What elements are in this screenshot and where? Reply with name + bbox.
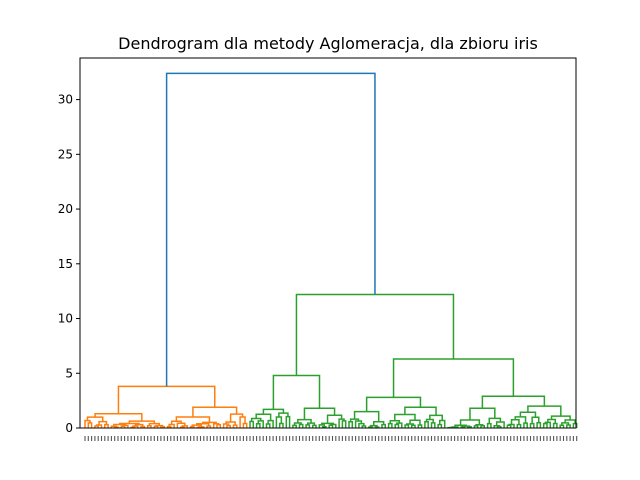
cluster-2b-link — [392, 358, 515, 398]
y-tick-label: 25 — [58, 147, 73, 161]
dendrogram-link — [430, 422, 436, 428]
dendrogram-link — [365, 396, 422, 412]
dendrogram-link — [394, 423, 400, 428]
dendrogram-link — [424, 420, 429, 428]
dendrogram-link — [348, 420, 354, 428]
chart-title: Dendrogram dla metody Aglomeracja, dla z… — [118, 34, 538, 53]
dendrogram-link — [552, 422, 558, 428]
dendrogram-link — [275, 416, 283, 428]
dendrogram-link — [462, 425, 471, 427]
y-tick-label: 15 — [58, 257, 73, 271]
dendrogram-link — [87, 422, 93, 428]
y-tick-label: 0 — [65, 421, 73, 435]
plot-frame — [79, 57, 577, 429]
dendrogram-link — [523, 422, 528, 428]
dendrogram-link — [544, 421, 552, 428]
y-tick-label: 30 — [58, 93, 73, 107]
dendrogram-link — [439, 419, 446, 428]
dendrogram-link — [338, 418, 345, 428]
dendrogram-link — [265, 423, 271, 428]
dendrogram-link — [330, 423, 337, 428]
dendrogram-link — [486, 422, 492, 428]
dendrogram-link — [437, 423, 443, 428]
dendrogram-link — [536, 421, 542, 428]
dendrogram-link — [527, 405, 562, 417]
dendrogram-link — [168, 423, 175, 428]
dendrogram-link — [249, 420, 255, 428]
y-tick-label: 10 — [58, 312, 73, 326]
leaf-labels — [84, 436, 578, 441]
dendrogram-link — [255, 422, 261, 428]
dendrogram-link — [84, 419, 91, 428]
dendrogram-link — [298, 423, 304, 428]
dendrogram-link — [341, 420, 347, 428]
dendrogram-link — [542, 422, 548, 428]
dendrogram-link — [212, 423, 220, 428]
dendrogram-link — [242, 422, 248, 428]
y-axis: 0 5 10 15 20 25 30 — [58, 93, 80, 435]
root-link — [165, 72, 376, 387]
dendrogram-link — [387, 422, 393, 428]
dendrogram-links — [84, 72, 578, 429]
cluster-2a-link — [272, 374, 321, 410]
dendrogram-link — [358, 422, 365, 428]
y-tick-label: 5 — [65, 366, 73, 380]
dendrogram-link — [278, 422, 284, 428]
dendrogram-link — [488, 417, 502, 424]
cluster-1-link — [117, 385, 216, 414]
dendrogram-link — [529, 422, 535, 428]
dendrogram-link — [239, 416, 246, 428]
cluster-2-link — [295, 293, 455, 376]
dendrogram-link — [396, 422, 403, 428]
dendrogram-link — [285, 415, 291, 428]
dendrogram-link — [516, 423, 522, 428]
y-tick-label: 20 — [58, 202, 73, 216]
dendrogram-link — [255, 413, 272, 421]
dendrogram-link — [104, 423, 109, 428]
dendrogram-link — [303, 407, 336, 420]
dendrogram-link — [508, 423, 515, 428]
